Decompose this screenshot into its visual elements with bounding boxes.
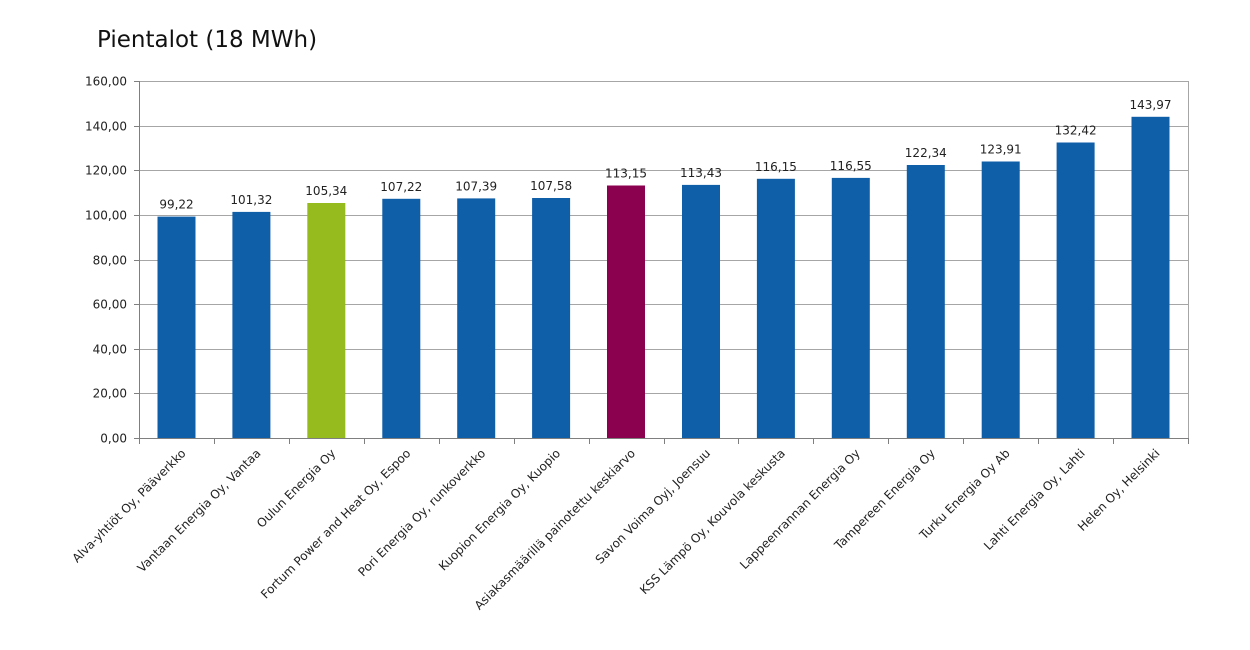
bar <box>157 216 196 438</box>
value-labels: 99,22 101,32 105,34 107,22 107,39 107,58 113,1… <box>159 98 1171 212</box>
bar <box>457 198 496 438</box>
y-tick-label: 40,00 <box>93 343 127 357</box>
y-tick-label: 140,00 <box>85 120 127 134</box>
data-label: 107,39 <box>455 179 497 193</box>
x-tick-label: Lappeenrannan Energia Oy <box>737 446 863 572</box>
y-tick-label: 160,00 <box>85 75 127 89</box>
bar <box>906 165 945 438</box>
y-axis-tick-labels: 0,00 20,00 40,00 60,00 80,00 100,00 120,00 140,… <box>85 75 127 446</box>
data-label: 105,34 <box>305 184 347 198</box>
bars <box>157 116 1170 439</box>
y-tick-label: 100,00 <box>85 209 127 223</box>
chart-title: Pientalot (18 MWh) <box>97 27 318 53</box>
data-label: 101,32 <box>230 193 272 207</box>
axes <box>134 81 1189 444</box>
bar <box>1131 116 1170 439</box>
y-tick-label: 0,00 <box>100 432 127 446</box>
data-label: 107,22 <box>380 180 422 194</box>
x-tick-label: Oulun Energia Oy <box>254 446 338 530</box>
x-tick-label: Pori Energia Oy, runkoverkko <box>355 446 488 579</box>
data-label: 132,42 <box>1055 124 1097 138</box>
data-label: 143,97 <box>1130 98 1172 112</box>
bar <box>607 185 645 438</box>
y-tick-label: 20,00 <box>93 387 127 401</box>
bar <box>307 203 346 438</box>
bar <box>232 211 271 438</box>
bar <box>382 198 421 438</box>
gridlines <box>139 81 1188 394</box>
x-tick-label: Kuopion Energia Oy, Kuopio <box>436 446 563 573</box>
bar <box>831 177 870 438</box>
x-tick-label: KSS Lämpö Oy, Kouvola keskusta <box>637 446 788 597</box>
data-label: 123,91 <box>980 143 1022 157</box>
x-tick-label: Fortum Power and Heat Oy, Espoo <box>258 446 413 601</box>
data-label: 122,34 <box>905 146 947 160</box>
x-tick-label: Vantaan Energia Oy, Vantaa <box>135 446 264 575</box>
bar <box>1056 142 1095 438</box>
y-tick-label: 80,00 <box>93 254 127 268</box>
data-label: 113,15 <box>605 167 647 181</box>
y-tick-label: 60,00 <box>93 298 127 312</box>
data-label: 116,15 <box>755 160 797 174</box>
bar <box>532 198 571 438</box>
y-tick-label: 120,00 <box>85 164 127 178</box>
bar <box>756 178 795 439</box>
x-tick-label: Asiakasmäärillä painotettu keskiarvo <box>472 446 638 612</box>
bar <box>682 184 720 438</box>
data-label: 99,22 <box>159 198 193 212</box>
x-tick-label: Helen Oy, Helsinki <box>1075 446 1163 534</box>
data-label: 116,55 <box>830 159 872 173</box>
data-label: 107,58 <box>530 179 572 193</box>
data-label: 113,43 <box>680 166 722 180</box>
bar <box>981 161 1020 438</box>
